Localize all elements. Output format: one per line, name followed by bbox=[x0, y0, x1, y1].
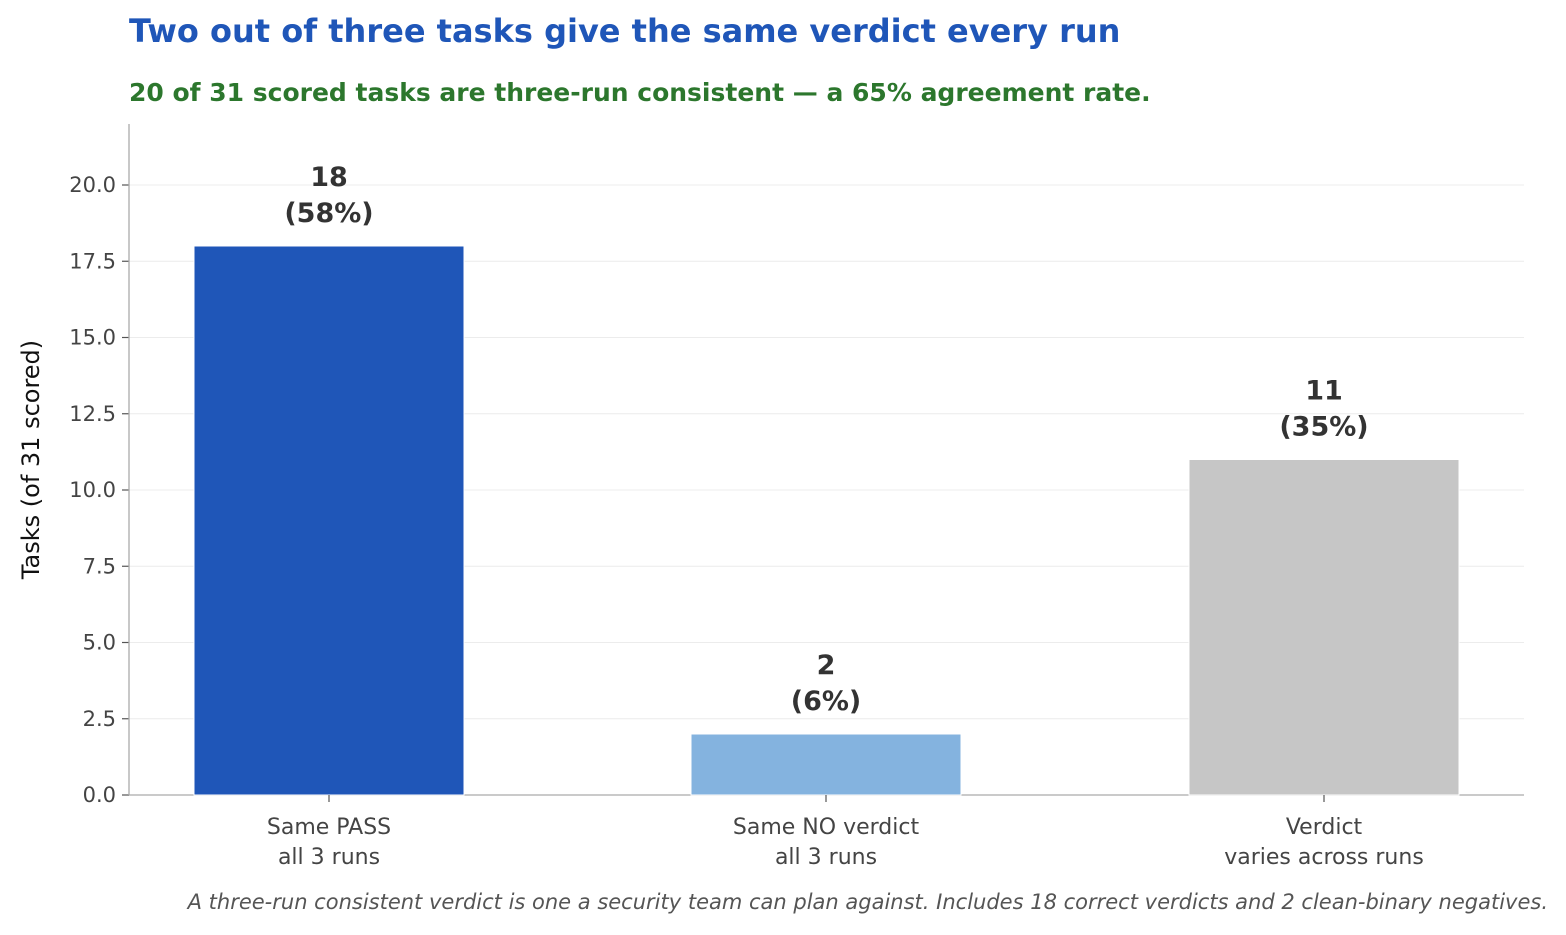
bar bbox=[690, 733, 962, 796]
y-tick-label: 12.5 bbox=[69, 402, 116, 426]
x-tick-label: varies across runs bbox=[1224, 845, 1424, 870]
bar bbox=[193, 245, 465, 796]
chart-subtitle: 20 of 31 scored tasks are three-run cons… bbox=[129, 78, 1151, 107]
y-tick-label: 15.0 bbox=[69, 326, 116, 350]
bar bbox=[1188, 459, 1460, 796]
chart-title: Two out of three tasks give the same ver… bbox=[129, 12, 1121, 50]
x-tick-label: Same NO verdict bbox=[733, 815, 920, 840]
y-tick-label: 17.5 bbox=[69, 249, 116, 273]
x-tick-label: all 3 runs bbox=[278, 845, 380, 870]
data-label-percent: (58%) bbox=[284, 198, 373, 229]
data-label-count: 2 bbox=[817, 650, 836, 681]
y-tick-label: 2.5 bbox=[83, 707, 116, 731]
y-tick-label: 7.5 bbox=[83, 554, 116, 578]
y-tick-label: 20.0 bbox=[69, 173, 116, 197]
x-tick-label: all 3 runs bbox=[775, 845, 877, 870]
x-tick-label: Verdict bbox=[1286, 815, 1363, 840]
data-label-percent: (6%) bbox=[791, 686, 862, 717]
data-label-count: 18 bbox=[310, 162, 348, 193]
data-label-count: 11 bbox=[1305, 376, 1343, 407]
x-tick-label: Same PASS bbox=[267, 815, 391, 840]
chart-footnote: A three-run consistent verdict is one a … bbox=[187, 890, 1548, 914]
y-tick-label: 10.0 bbox=[69, 478, 116, 502]
data-label-percent: (35%) bbox=[1279, 412, 1368, 443]
y-tick-label: 5.0 bbox=[83, 631, 116, 655]
y-tick-label: 0.0 bbox=[83, 783, 116, 807]
y-axis-label: Tasks (of 31 scored) bbox=[17, 340, 45, 580]
